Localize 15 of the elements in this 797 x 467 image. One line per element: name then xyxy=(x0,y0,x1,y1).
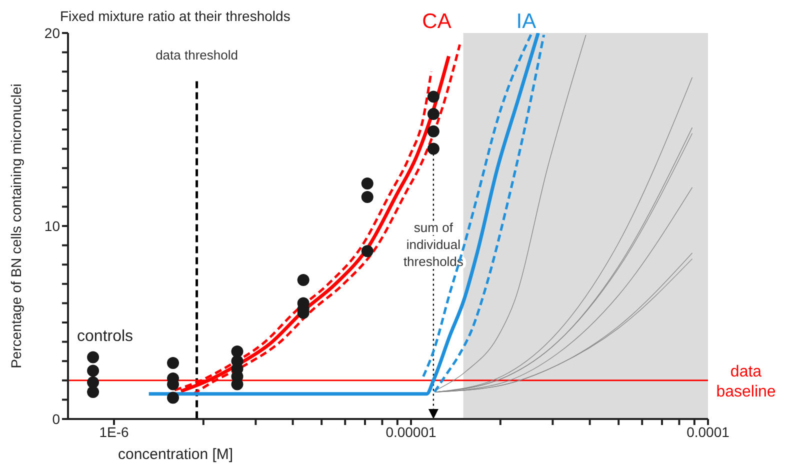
ref-line-label: sum of individual thresholds xyxy=(403,220,464,269)
y-tick-label: 20 xyxy=(44,24,60,41)
y-tick-label: 10 xyxy=(44,218,60,234)
x-tick-label: 1E-6 xyxy=(99,424,130,440)
x-tick-label: 0.00001 xyxy=(386,424,437,440)
ref-line-label: data threshold xyxy=(156,47,238,62)
y-tick-label: 0 xyxy=(52,410,60,427)
annotation: controls xyxy=(77,328,134,346)
chart-title: Fixed mixture ratio at their thresholds xyxy=(60,8,290,24)
ref-line-label: data baseline xyxy=(716,363,776,400)
y-axis-title: Percentage of BN cells containing micronuclei xyxy=(8,84,24,368)
series-label: CA xyxy=(422,10,452,33)
series-label: IA xyxy=(516,10,536,33)
x-axis-title: concentration [M] xyxy=(118,446,234,463)
x-tick-label: 0.0001 xyxy=(686,424,730,440)
